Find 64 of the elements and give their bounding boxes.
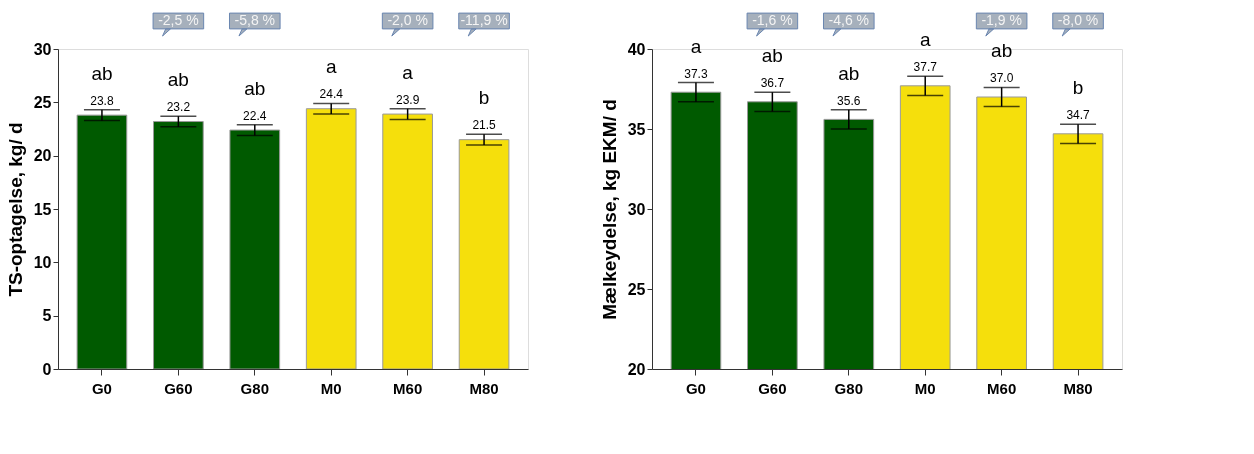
annotation: b [1072,77,1084,99]
bar [153,121,204,369]
data-label: 24.4 [319,87,344,102]
y-tick-label: 25 [627,280,646,298]
annotation: ab [167,69,189,91]
data-label: 37.7 [913,60,938,75]
x-tick-label: G80 [240,379,269,397]
y-axis-title: Mælkeydelse, kg EKM/ d [598,99,620,320]
y-tick-label: 35 [627,120,646,138]
bar [229,129,281,369]
x-tick-label: M0 [914,379,936,397]
y-tick-label: 40 [627,40,646,58]
y-tick-label: 15 [33,200,52,218]
annotation: ab [991,40,1013,62]
x-tick-label: M0 [320,379,342,397]
bar [382,113,433,369]
text: -1,9 % [981,12,1022,28]
text: -2,0 % [387,12,428,28]
x-tick-label: G0 [685,379,706,397]
annotation: ab [91,62,113,84]
annotation: ab [244,77,266,99]
bar [458,139,510,369]
text: -5,8 % [234,12,276,28]
x-tick-label: M60 [987,379,1017,397]
annotation: a [325,56,337,78]
data-label: 23.9 [395,92,420,107]
y-tick-label: 5 [42,307,52,325]
bar [76,114,128,369]
data-label: 37.0 [989,71,1014,86]
text: -4,6 % [828,12,870,28]
x-tick-label: G60 [758,379,787,397]
data-label: 23.2 [166,100,191,115]
y-tick-label: 20 [627,360,646,378]
y-tick-label: 30 [33,40,52,58]
annotation: a [919,29,931,51]
annotation: a [402,61,414,83]
x-tick-label: G0 [91,379,112,397]
y-tick-label: 0 [42,360,52,378]
x-tick-label: M60 [393,379,423,397]
data-label: 22.4 [243,108,267,123]
x-tick-label: G60 [164,379,193,397]
y-tick-label: 20 [33,147,52,165]
data-label: 23.8 [90,93,114,108]
data-label: 35.6 [837,93,861,108]
annotation: ab [838,62,860,84]
y-axis-title: TS-optagelse, kg/ d [4,122,26,297]
text: -1,6 % [752,12,793,28]
text: -11,9 % [460,12,508,28]
data-label: 34.7 [1066,108,1091,123]
y-tick-label: 25 [33,93,52,111]
annotation: a [690,35,702,57]
annotation: ab [761,45,783,67]
x-tick-label: G80 [834,379,863,397]
data-label: 37.3 [684,66,708,81]
text: -2,5 % [158,12,199,28]
x-tick-label: M80 [1063,379,1093,397]
data-label: 21.5 [472,118,497,133]
bar [305,108,357,369]
annotation: b [478,87,490,109]
y-tick-label: 10 [33,253,52,271]
data-label: 36.7 [760,76,785,91]
text: -8,0 % [1057,12,1099,28]
x-tick-label: M80 [469,379,499,397]
y-tick-label: 30 [627,200,646,218]
